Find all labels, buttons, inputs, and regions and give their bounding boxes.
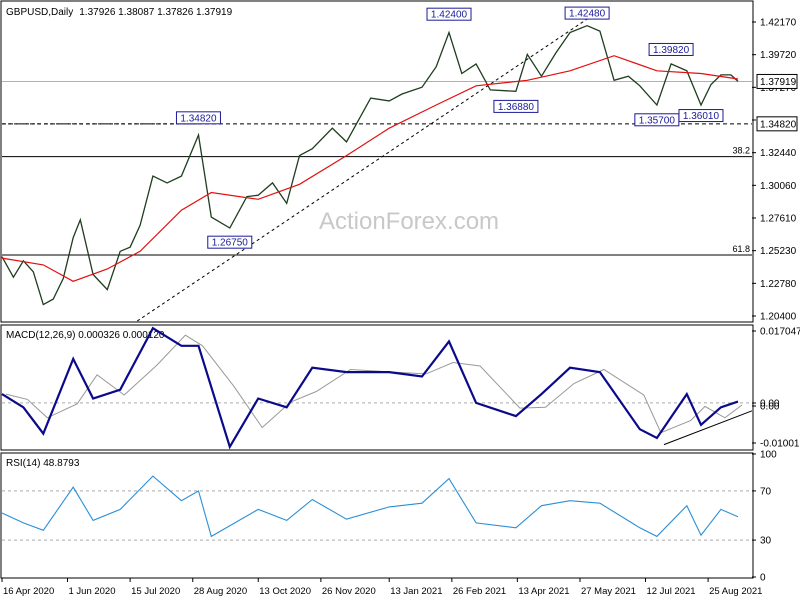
price-annotation-label: 1.42400 <box>431 10 468 21</box>
rsi-line <box>1 475 739 538</box>
price-tick-label: 1.22780 <box>760 279 797 290</box>
rsi-pane-title: RSI(14) 48.8793 <box>6 458 80 469</box>
price-annotation-label: 1.42480 <box>569 9 606 20</box>
macd-pane-title: MACD(12,26,9) 0.000326 0.000120 <box>6 330 165 341</box>
macd-tick-label: -0.010013 <box>760 439 800 450</box>
price-annotation-box <box>678 109 724 123</box>
price-tick-label: 1.32440 <box>760 148 797 159</box>
x-tick-label: 12 Jul 2021 <box>646 586 695 597</box>
price-pane: 1.421701.397201.372701.348201.324401.300… <box>1 6 798 323</box>
x-tick-label: 26 Nov 2020 <box>322 586 376 597</box>
x-tick-label: 13 Oct 2020 <box>259 586 311 597</box>
price-annotation-label: 1.26750 <box>212 238 249 249</box>
x-tick-label: 27 May 2021 <box>581 586 636 597</box>
current-price-axis-label: 1.37919 <box>760 77 797 88</box>
x-tick-label: 13 Apr 2021 <box>518 586 569 597</box>
price-annotation-box <box>426 7 472 21</box>
macd-pane-frame <box>0 324 754 451</box>
price-annotation-box <box>493 99 539 113</box>
price-annotation-box <box>648 42 694 56</box>
price-tick-label: 1.42170 <box>760 18 797 29</box>
price-annotation-box <box>564 6 610 20</box>
trendline <box>136 18 588 322</box>
rsi-pane: 100 70 30 0 <box>1 450 777 584</box>
moving-average-line <box>1 55 739 282</box>
symbol-title: GBPUSD,Daily <box>6 7 73 18</box>
x-tick-label: 13 Jan 2021 <box>390 586 442 597</box>
x-tick-label: 16 Apr 2020 <box>3 586 54 597</box>
price-annotation-box <box>175 111 221 125</box>
rsi-tick-label: 30 <box>760 536 772 547</box>
macd-tick-label: 0.00 <box>760 399 780 410</box>
price-tick-label: 1.25230 <box>760 246 797 257</box>
rsi-pane-frame <box>0 452 754 579</box>
macd-tick-label: 0.017047 <box>760 327 800 338</box>
x-axis: 16 Apr 2020 1 Jun 2020 15 Jul 2020 28 Aug 2… <box>1 578 762 597</box>
rsi-tick-label: 100 <box>760 450 777 461</box>
macd-line <box>1 326 739 450</box>
price-tick-label: 1.30060 <box>760 181 797 192</box>
price-annotation-label: 1.34820 <box>180 113 217 124</box>
current-price-axis-box <box>756 73 798 89</box>
support-axis-label: 1.34820 <box>760 119 797 130</box>
macd-tick-label: 0.00 <box>760 402 780 413</box>
x-tick-label: 26 Feb 2021 <box>453 586 506 597</box>
price-annotation-label: 1.36010 <box>683 111 720 122</box>
fib-level-label: 38.2 <box>732 146 750 156</box>
rsi-tick-label: 70 <box>760 486 772 497</box>
x-tick-label: 28 Aug 2020 <box>194 586 247 597</box>
macd-signal-line <box>5 334 743 434</box>
price-annotation-label: 1.36880 <box>498 102 535 113</box>
support-axis-box <box>756 116 798 132</box>
price-tick-label: 1.39720 <box>760 50 797 61</box>
macd-trendline <box>663 410 753 446</box>
price-annotation-label: 1.39820 <box>653 45 690 56</box>
price-tick-label: 1.27610 <box>760 214 797 225</box>
watermark: ActionForex.com <box>319 208 499 235</box>
ohlc-values: 1.37926 1.38087 1.37826 1.37919 <box>79 7 232 18</box>
price-annotation-box <box>207 235 253 249</box>
x-tick-label: 25 Aug 2021 <box>709 586 762 597</box>
price-tick-label: 1.20400 <box>760 312 797 323</box>
price-pane-title: GBPUSD,Daily 1.37926 1.38087 1.37826 1.37… <box>6 7 233 18</box>
fib-level-label: 61.8 <box>732 244 750 254</box>
x-tick-label: 15 Jul 2020 <box>131 586 180 597</box>
price-pane-frame <box>0 0 754 323</box>
price-annotation-label: 1.35700 <box>639 115 676 126</box>
rsi-tick-label: 0 <box>760 573 766 584</box>
x-tick-label: 1 Jun 2020 <box>68 586 115 597</box>
